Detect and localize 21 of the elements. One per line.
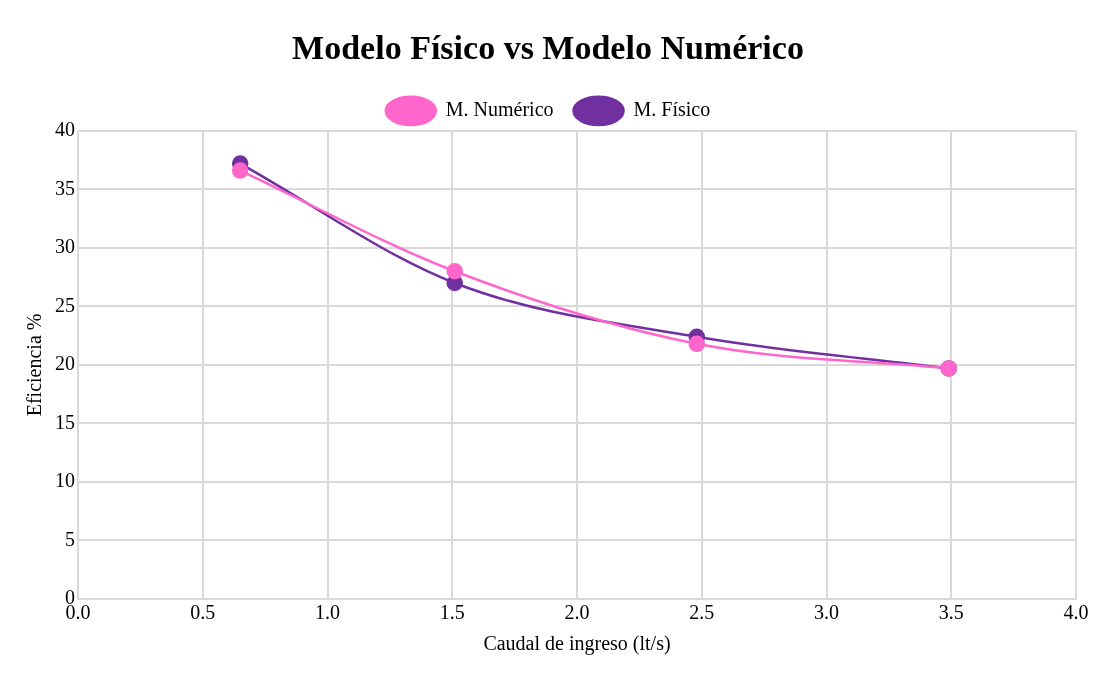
x-tick-label: 1.0 — [315, 601, 340, 624]
y-tick-label: 25 — [55, 293, 75, 316]
y-axis-title: Eficiencia % — [23, 313, 46, 417]
y-tick-label: 10 — [55, 469, 75, 492]
y-tick-label: 15 — [55, 410, 75, 433]
y-tick-label: 35 — [55, 176, 75, 199]
y-tick-label: 20 — [55, 352, 75, 375]
x-tick-label: 4.0 — [1063, 601, 1089, 624]
x-tick-label: 2.5 — [689, 601, 715, 624]
x-tick-label: 0.5 — [190, 601, 216, 624]
x-tick-label: 2.0 — [564, 601, 590, 624]
x-tick-label: 3.0 — [814, 601, 839, 624]
y-tick-label: 30 — [55, 235, 75, 258]
x-axis-title: Caudal de ingreso (lt/s) — [483, 632, 671, 656]
chart-title: Modelo Físico vs Modelo Numérico — [292, 29, 804, 67]
y-tick-label: 5 — [65, 527, 75, 550]
x-tick-label: 1.5 — [439, 601, 465, 624]
legend-label: M. Numérico — [445, 98, 554, 121]
y-tick-label: 40 — [55, 118, 75, 141]
legend-label: M. Físico — [633, 98, 711, 121]
x-tick-label: 3.5 — [938, 601, 964, 624]
